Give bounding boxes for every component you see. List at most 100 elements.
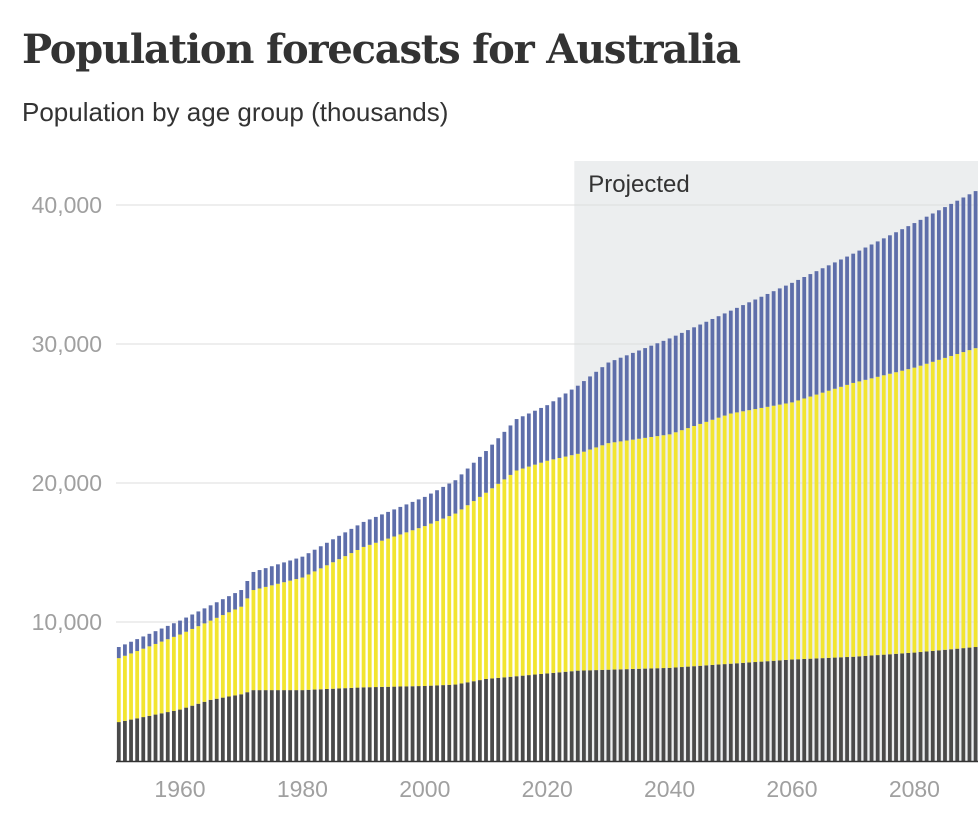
bar-segment [373, 516, 378, 543]
bar-segment [447, 483, 452, 517]
bar-segment [496, 483, 501, 678]
bar-segment [257, 588, 262, 691]
bar-segment [165, 639, 170, 713]
bar-segment [814, 271, 819, 395]
bar-segment [545, 405, 550, 461]
bar-segment [484, 451, 488, 493]
bar-segment [900, 370, 905, 654]
x-axis-ticks: 1960 1980 2000 2020 2040 2060 2080 [154, 776, 940, 802]
bar-segment [643, 348, 648, 438]
bar-segment [741, 662, 745, 761]
bar-segment [349, 528, 354, 554]
bar-segment [961, 352, 966, 649]
bar-segment [514, 470, 519, 677]
x-tick-label: 1980 [277, 776, 328, 802]
bar-segment [686, 666, 690, 761]
bar-segment [839, 386, 843, 658]
bar-segment [961, 648, 966, 761]
bar-segment [735, 663, 739, 761]
bar-segment [881, 238, 886, 376]
bar-segment [943, 207, 947, 358]
bar-segment [471, 501, 476, 682]
bar-segment [924, 651, 929, 761]
bar-segment [398, 686, 403, 761]
bar-segment [624, 669, 629, 761]
bar-segment [129, 653, 133, 720]
bar-segment [563, 671, 568, 761]
bar-segment [722, 664, 727, 761]
bar-segment [857, 250, 862, 382]
bar-segment [563, 393, 568, 457]
bar-segment [661, 435, 666, 669]
bar-segment [875, 241, 880, 377]
bar-segment [306, 689, 311, 761]
bar-segment [612, 360, 617, 443]
bar-segment [196, 703, 201, 761]
bar-segment [367, 519, 372, 545]
bar-segment [943, 357, 947, 650]
x-tick-label: 2040 [644, 776, 695, 802]
bar-segment [245, 598, 250, 693]
bar-segment [557, 397, 562, 458]
bar-segment [331, 539, 335, 563]
bar-segment [184, 631, 189, 708]
bar-segment [496, 677, 501, 761]
bar-segment [367, 687, 372, 761]
bar-segment [251, 571, 256, 591]
bar-segment [618, 441, 623, 670]
bar-segment [857, 381, 862, 657]
bar-segment [973, 647, 978, 761]
bar-segment [600, 445, 605, 670]
bar-segment [526, 413, 531, 467]
bar-segment [686, 330, 690, 429]
bar-segment [263, 690, 268, 761]
bar-segment [832, 388, 837, 658]
bar-segment [324, 542, 329, 566]
bar-segment [184, 617, 189, 632]
bar-segment [851, 656, 856, 761]
bar-segment [429, 685, 433, 761]
bar-segment [300, 556, 305, 578]
bar-segment [600, 669, 605, 761]
bar-segment [373, 687, 378, 761]
bar-segment [135, 718, 140, 761]
bar-segment [465, 468, 470, 506]
bar-segment [453, 480, 458, 514]
bar-segment [190, 628, 195, 706]
bar-segment [955, 200, 960, 355]
bar-segment [551, 401, 556, 460]
bar-segment [343, 556, 348, 689]
bar-segment [808, 658, 813, 761]
bar-segment [239, 606, 244, 695]
bar-segment [318, 546, 323, 569]
bar-segment [490, 444, 495, 489]
bar-segment [239, 694, 244, 761]
bar-segment [637, 350, 641, 439]
bar-segment [612, 442, 617, 670]
bar-segment [600, 367, 605, 446]
bar-segment [447, 516, 452, 685]
bar-segment [251, 590, 256, 691]
bar-segment [894, 232, 898, 373]
bar-segment [759, 296, 764, 408]
bar-segment [533, 464, 537, 675]
bar-segment [851, 382, 856, 657]
bar-segment [116, 658, 121, 723]
bar-segment [894, 372, 898, 654]
bar-segment [820, 658, 825, 761]
bar-segment [159, 713, 164, 761]
bar-segment [208, 605, 213, 621]
bar-segment [863, 379, 868, 656]
bar-segment [545, 673, 550, 761]
bar-segment [227, 596, 231, 613]
bar-segment [624, 440, 629, 670]
bar-segment [643, 437, 648, 669]
bar-segment [569, 455, 574, 672]
bar-segment [263, 568, 268, 587]
bar-segment [422, 526, 427, 686]
bar-segment [306, 574, 311, 690]
projection-shade [574, 161, 978, 761]
bar-segment [814, 394, 819, 659]
bar-segment [722, 415, 727, 665]
bar-segment [471, 462, 476, 502]
